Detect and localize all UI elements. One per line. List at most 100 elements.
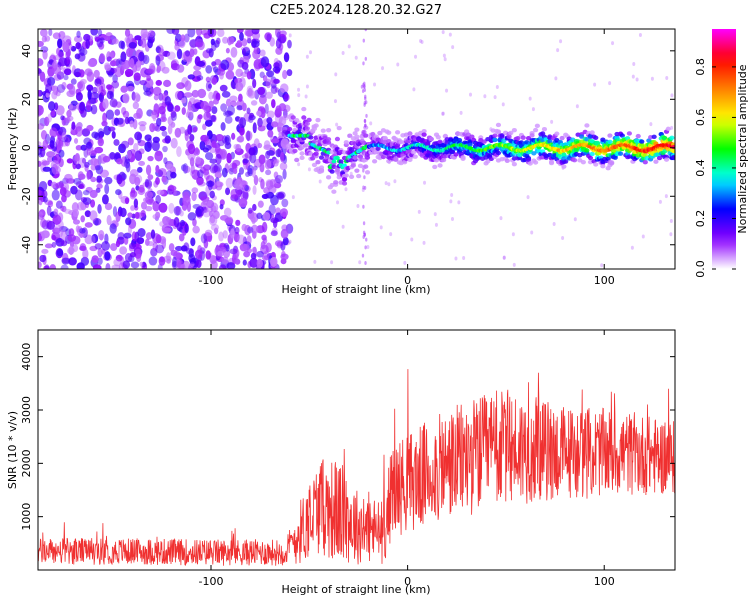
spectrogram-halo-cell — [420, 40, 424, 45]
spectrogram-halo-cell — [403, 260, 407, 265]
spectrogram-noise-cell — [217, 29, 225, 38]
spectrogram-noise-cell — [139, 124, 146, 132]
spectrogram-noise-cell — [105, 262, 111, 269]
spectrogram-noise-cell — [147, 38, 153, 49]
spectrogram-noise-cell — [252, 78, 257, 89]
spectrogram-noise-cell — [168, 202, 175, 214]
spectrogram-signal-cell — [589, 151, 595, 157]
spectrogram-noise-cell — [127, 150, 132, 159]
spectrogram-noise-cell — [251, 166, 256, 178]
snr-series-line — [38, 369, 675, 567]
spectrogram-noise-cell — [104, 176, 113, 185]
spectrogram-noise-cell — [186, 106, 194, 118]
spectrogram-halo-cell — [354, 55, 358, 60]
spectrogram-halo-cell — [608, 81, 612, 86]
spectrogram-noise-cell — [218, 264, 227, 269]
spectrogram-noise-cell — [189, 170, 195, 177]
spectrogram-streak-cell — [363, 185, 367, 190]
spectrogram-noise-cell — [246, 71, 252, 80]
spectrogram-noise-cell — [265, 91, 273, 99]
spectrogram-noise-cell — [241, 38, 248, 47]
spectrogram-noise-cell — [151, 109, 158, 116]
spectrogram-signal-cell — [593, 135, 599, 140]
spectrogram-signal-cell — [352, 155, 358, 160]
spectrogram-noise-cell — [75, 144, 83, 151]
spectrogram-signal-cell — [402, 160, 408, 165]
spectrogram-signal-cell — [386, 139, 392, 144]
spectrogram-noise-cell — [218, 231, 224, 242]
spectrogram-noise-cell — [156, 189, 165, 196]
colorbar-label: Normalized spectral amplitude — [736, 64, 749, 233]
spectrogram-halo-cell — [288, 33, 292, 38]
spectrogram-noise-cell — [249, 257, 259, 268]
spectrogram-noise-cell — [286, 69, 293, 77]
spectrogram-noise-cell — [78, 48, 88, 56]
spectrogram-noise-cell — [94, 165, 101, 171]
spectrogram-noise-cell — [147, 137, 153, 149]
spectrogram-noise-cell — [279, 208, 288, 218]
spectrogram-signal-cell — [540, 131, 546, 136]
spectrogram-signal-cell — [354, 134, 360, 139]
spectrogram-signal-cell — [341, 176, 348, 182]
spectrogram-halo-cell — [318, 179, 322, 184]
spectrogram-noise-cell — [100, 82, 106, 92]
spectrogram-noise-cell — [216, 68, 226, 76]
spectrogram-noise-cell — [49, 140, 55, 149]
spectrogram-noise-cell — [195, 38, 204, 48]
spectrogram-noise-cell — [176, 260, 185, 269]
colorbar-tick-label: 0.0 — [694, 260, 707, 278]
spectrogram-noise-cell — [38, 180, 48, 192]
spectrogram-noise-cell — [79, 243, 87, 251]
spectrogram-noise-cell — [97, 137, 104, 147]
spectrogram-signal-cell — [665, 126, 671, 132]
spectrogram-signal-cell — [318, 155, 325, 160]
spectrogram-noise-cell — [199, 140, 206, 151]
spectrogram-noise-cell — [265, 242, 272, 253]
spectrogram-noise-cell — [235, 81, 244, 92]
spectrogram-noise-cell — [79, 101, 86, 112]
spectrogram-noise-cell — [118, 40, 125, 49]
spectrogram-noise-cell — [134, 150, 143, 162]
snr-frame — [37, 329, 676, 571]
spectrogram-noise-cell — [252, 203, 257, 212]
spectrogram-noise-cell — [271, 98, 276, 109]
spectrogram-noise-cell — [226, 152, 232, 164]
spectrogram-noise-cell — [235, 219, 241, 226]
spectrogram-noise-cell — [42, 166, 52, 172]
spectrogram-noise-cell — [104, 202, 113, 211]
spectrogram-halo-cell — [381, 66, 385, 71]
spectrogram-signal-cell — [356, 173, 362, 179]
spectrogram-noise-cell — [62, 35, 72, 44]
spectrogram-noise-cell — [97, 204, 102, 214]
spectrogram-halo-cell — [307, 167, 311, 172]
spectrogram-noise-cell — [91, 255, 99, 264]
spectrogram-noise-cell — [96, 183, 103, 189]
spectrogram-halo-cell — [526, 195, 530, 200]
spectrogram-noise-cell — [281, 198, 289, 208]
spectrogram-noise-cell — [225, 177, 234, 189]
spectrogram-noise-cell — [210, 223, 220, 231]
spectrogram-signal-cell — [334, 168, 341, 173]
spectrogram-signal-cell — [386, 130, 392, 135]
spectrogram-noise-cell — [44, 116, 50, 127]
spectrogram-halo-cell — [573, 217, 577, 222]
spectrogram-halo-cell — [441, 30, 445, 35]
spectrogram-noise-cell — [42, 139, 49, 150]
spectrogram-signal-cell — [541, 127, 548, 132]
spectrogram-noise-cell — [60, 240, 68, 247]
spectrogram-noise-cell — [238, 126, 245, 136]
spectrogram-y-axis-label: Frequency (Hz) — [6, 108, 19, 191]
spectrogram-noise-cell — [281, 250, 286, 258]
spectrogram-noise-cell — [209, 158, 217, 164]
spectrogram-halo-cell — [556, 48, 560, 53]
spectrogram-noise-cell — [256, 250, 264, 258]
spectrogram-noise-cell — [210, 202, 219, 213]
spectrogram-signal-cell — [671, 155, 675, 160]
spectrogram-noise-cell — [120, 51, 127, 62]
spectrogram-halo-cell — [502, 255, 506, 260]
spectrogram-signal-cell — [333, 180, 339, 185]
spectrogram-noise-cell — [257, 142, 263, 149]
spectrogram-noise-cell — [253, 174, 259, 186]
spectrogram-noise-cell — [138, 160, 146, 167]
spectrogram-noise-cell — [60, 264, 69, 269]
